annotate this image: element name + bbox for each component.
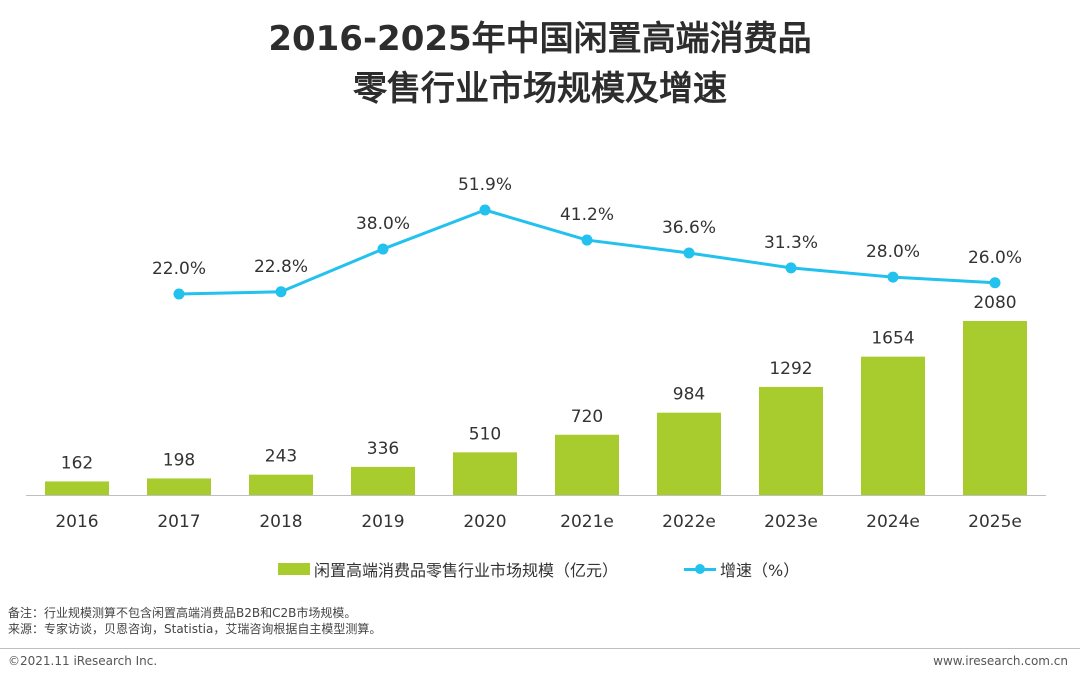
x-tick-label-2020: 2020 [463, 512, 506, 532]
legend-line-marker [695, 564, 705, 574]
note-text: 备注：行业规模测算不包含闲置高端消费品B2B和C2B市场规模。 [8, 606, 357, 620]
x-tick-label-2017: 2017 [157, 512, 200, 532]
growth-point-2021e [581, 234, 593, 246]
bar-2018 [249, 474, 313, 495]
bar-2025e [963, 321, 1027, 495]
bar-value-label-2021e: 720 [571, 407, 603, 427]
growth-point-2024e [887, 271, 899, 283]
bar-value-label-2023e: 1292 [769, 359, 812, 379]
combo-chart: 162 2016 198 2017 243 2018 336 2019 510 2020 720 20… [26, 175, 1046, 532]
bar-value-label-2017: 198 [163, 450, 195, 470]
growth-label-2022e: 36.6% [662, 218, 716, 238]
x-tick-label-2018: 2018 [259, 512, 302, 532]
growth-point-2020 [479, 204, 491, 216]
chart-notes: 备注：行业规模测算不包含闲置高端消费品B2B和C2B市场规模。 来源：专家访谈，… [8, 605, 381, 637]
growth-label-2018: 22.8% [254, 257, 308, 277]
growth-point-2023e [785, 262, 797, 274]
chart-title-line-1: 2016-2025年中国闲置高端消费品 [268, 19, 812, 59]
bar-value-label-2016: 162 [61, 453, 93, 473]
source-text: 来源：专家访谈，贝恩咨询，Statistia，艾瑞咨询根据自主模型测算。 [8, 622, 382, 636]
chart-legend: 闲置高端消费品零售行业市场规模（亿元） 增速（%） [0, 556, 1080, 582]
growth-point-2018 [275, 286, 287, 298]
x-tick-label-2025e: 2025e [968, 512, 1022, 532]
growth-point-2025e [989, 277, 1001, 289]
x-tick-label-2019: 2019 [361, 512, 404, 532]
legend-item-growth-rate: 增速（%） [684, 556, 799, 582]
bar-2020 [453, 452, 517, 495]
bar-2024e [861, 356, 925, 495]
x-tick-label-2022e: 2022e [662, 512, 716, 532]
bar-value-label-2022e: 984 [673, 385, 705, 405]
x-tick-label-2023e: 2023e [764, 512, 818, 532]
x-tick-label-2021e: 2021e [560, 512, 614, 532]
footer-website: www.iresearch.com.cn [933, 654, 1068, 668]
legend-item-market-size: 闲置高端消费品零售行业市场规模（亿元） [278, 556, 618, 582]
x-tick-label-2016: 2016 [55, 512, 98, 532]
growth-label-2025e: 26.0% [968, 248, 1022, 268]
legend-bar-swatch [278, 563, 310, 575]
growth-point-2017 [173, 288, 185, 300]
bar-value-label-2025e: 2080 [973, 293, 1016, 313]
bar-2023e [759, 386, 823, 495]
growth-label-2019: 38.0% [356, 214, 410, 234]
bar-2022e [657, 412, 721, 495]
bar-2019 [351, 466, 415, 495]
legend-line-label: 增速（%） [720, 561, 800, 580]
bar-value-label-2019: 336 [367, 439, 399, 459]
bar-value-label-2024e: 1654 [871, 329, 914, 349]
footer-divider [0, 648, 1080, 649]
x-tick-label-2024e: 2024e [866, 512, 920, 532]
bar-2017 [147, 478, 211, 495]
legend-line-swatch [684, 563, 716, 575]
growth-point-2019 [377, 243, 389, 255]
growth-label-2020: 51.9% [458, 175, 512, 195]
chart-title: 2016-2025年中国闲置高端消费品 零售行业市场规模及增速 [0, 14, 1080, 114]
chart-title-line-2: 零售行业市场规模及增速 [353, 69, 727, 109]
growth-label-2017: 22.0% [152, 259, 206, 279]
bar-2016 [45, 481, 109, 495]
growth-label-2021e: 41.2% [560, 205, 614, 225]
growth-label-2024e: 28.0% [866, 242, 920, 262]
bar-2021e [555, 434, 619, 495]
footer-copyright: ©2021.11 iResearch Inc. [8, 654, 158, 668]
legend-bar-label: 闲置高端消费品零售行业市场规模（亿元） [314, 561, 619, 580]
growth-point-2022e [683, 247, 695, 259]
growth-label-2023e: 31.3% [764, 233, 818, 253]
bar-value-label-2018: 243 [265, 447, 297, 467]
bar-value-label-2020: 510 [469, 424, 501, 444]
